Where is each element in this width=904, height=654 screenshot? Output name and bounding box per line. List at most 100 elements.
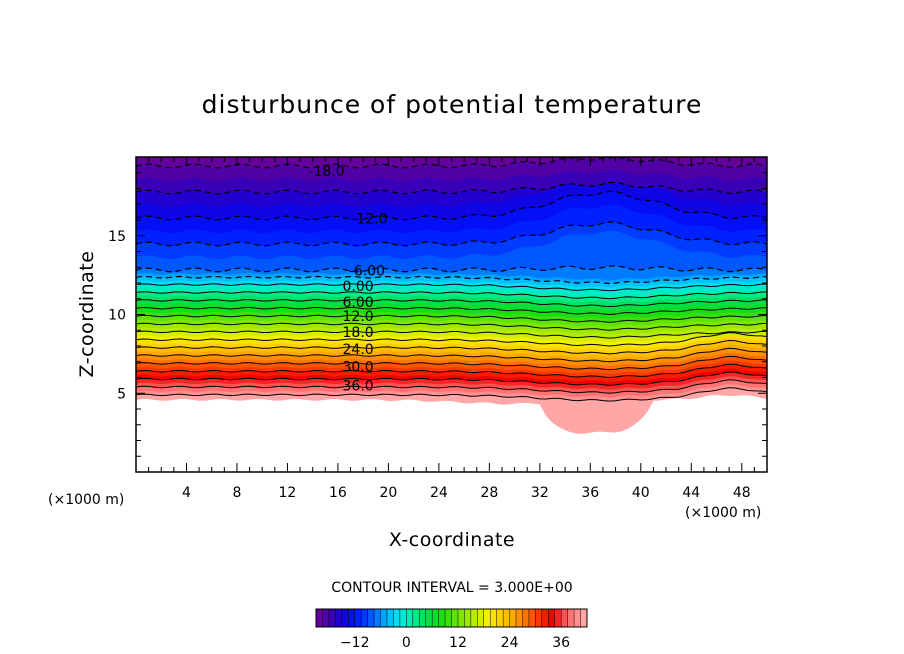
colorbar-segment	[412, 609, 420, 627]
colorbar-segment	[374, 609, 381, 627]
colorbar-segment	[432, 609, 439, 627]
x-tick-label: 16	[329, 485, 347, 501]
colorbar-segment	[470, 609, 478, 627]
y-axis-unit: (×1000 m)	[48, 492, 124, 508]
colorbar-segment	[574, 609, 581, 627]
colorbar-tick-label: 0	[402, 635, 411, 651]
y-axis: 5 10 15	[108, 172, 767, 457]
x-tick-label: 32	[531, 485, 549, 501]
contour-line	[136, 332, 767, 347]
x-tick-label: 28	[480, 485, 498, 501]
colorbar-segment	[425, 609, 433, 627]
colorbar-segment	[361, 609, 368, 627]
colorbar-ticks: −12 0 12 24 36	[340, 635, 570, 651]
colorbar-segment	[419, 609, 426, 627]
colorbar-segment	[548, 609, 556, 627]
colorbar-tick-label: 24	[501, 635, 519, 651]
x-axis: 4 8 12 16 20 24 28 32 36 40 44 48	[148, 157, 755, 501]
colorbar-segment	[445, 609, 452, 627]
contour-line	[136, 265, 767, 273]
colorbar-segments	[315, 609, 588, 627]
x-axis-label: X-coordinate	[389, 529, 515, 551]
contour-line	[136, 190, 767, 221]
x-tick-label: 36	[581, 485, 599, 501]
x-tick-label: 40	[632, 485, 650, 501]
contour-lines	[136, 157, 767, 402]
contour-line	[136, 330, 767, 339]
contour-line	[136, 363, 767, 379]
colorbar-segment	[399, 609, 407, 627]
colorbar-segment	[348, 609, 356, 627]
colorbar-tick-label: −12	[340, 635, 370, 651]
colorbar-segment	[438, 609, 446, 627]
colorbar-segment	[328, 609, 336, 627]
colorbar-segment	[451, 609, 459, 627]
contour-label: 12.0	[343, 309, 374, 325]
contour-line	[136, 347, 767, 363]
colorbar-segment	[322, 609, 330, 627]
contour-line	[136, 379, 767, 394]
contour-label: -12.0	[351, 211, 387, 227]
x-tick-label: 24	[430, 485, 448, 501]
colorbar-segment	[341, 609, 349, 627]
x-tick-label: 8	[232, 485, 241, 501]
y-tick-label: 10	[108, 308, 126, 324]
contour-label: 24.0	[343, 342, 374, 358]
colorbar-segment	[535, 609, 543, 627]
x-axis-unit: (×1000 m)	[685, 505, 761, 521]
chart-title: disturbunce of potential temperature	[202, 90, 703, 119]
colorbar-segment	[522, 609, 530, 627]
y-axis-label: Z-coordinate	[76, 251, 98, 378]
contour-line	[136, 355, 767, 371]
colorbar-segment	[386, 609, 394, 627]
x-tick-label: 4	[182, 485, 191, 501]
colorbar-segment	[496, 609, 504, 627]
colorbar-segment	[567, 609, 575, 627]
contour-interval-text: CONTOUR INTERVAL = 3.000E+00	[331, 580, 572, 596]
contour-line	[136, 275, 767, 285]
contour-line	[136, 314, 767, 323]
colorbar-segment	[490, 609, 497, 627]
y-tick-label: 15	[108, 229, 126, 245]
contour-label: 30.0	[343, 359, 374, 375]
colorbar-segment	[354, 609, 362, 627]
contour-line	[136, 322, 767, 331]
contour-line	[136, 221, 767, 247]
contour-line	[136, 299, 767, 308]
contour-label: -6.00	[349, 263, 385, 279]
contour-line	[136, 157, 767, 169]
colorbar-segment	[503, 609, 510, 627]
contour-line	[136, 181, 767, 195]
plot-area	[136, 157, 767, 472]
y-tick-label: 5	[117, 386, 126, 402]
colorbar-segment	[528, 609, 536, 627]
contour-line	[136, 339, 767, 355]
contour-line	[136, 371, 767, 386]
x-tick-label: 20	[379, 485, 397, 501]
colorbar-segment	[316, 609, 323, 627]
colorbar-segment	[477, 609, 485, 627]
colorbar-tick-label: 36	[552, 635, 570, 651]
contour-line	[136, 283, 767, 292]
contour-fill	[136, 157, 767, 434]
colorbar-segment	[561, 609, 568, 627]
colorbar-segment	[380, 609, 388, 627]
x-tick-label: 12	[279, 485, 297, 501]
colorbar-segment	[406, 609, 414, 627]
colorbar-segment	[580, 609, 588, 627]
contour-line	[136, 291, 767, 300]
colorbar: −12 0 12 24 36	[315, 608, 588, 651]
colorbar-segment	[516, 609, 523, 627]
x-tick-label: 44	[682, 485, 700, 501]
contour-label: 0.00	[343, 279, 374, 295]
contour-label: 36.0	[343, 378, 374, 394]
colorbar-segment	[483, 609, 491, 627]
x-tick-label: 48	[733, 485, 751, 501]
colorbar-segment	[457, 609, 465, 627]
colorbar-segment	[367, 609, 375, 627]
colorbar-segment	[541, 609, 549, 627]
colorbar-segment	[554, 609, 562, 627]
colorbar-segment	[509, 609, 517, 627]
